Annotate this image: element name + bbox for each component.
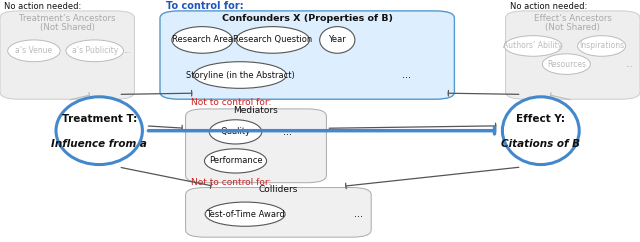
FancyBboxPatch shape [0,11,134,99]
Text: Quality: Quality [220,127,251,136]
Text: ...: ... [354,209,363,219]
Ellipse shape [172,27,233,53]
Text: Treatment’s Ancestors: Treatment’s Ancestors [19,14,115,23]
Ellipse shape [205,202,285,226]
Text: ...: ... [284,127,292,137]
FancyBboxPatch shape [186,188,371,237]
Text: Colliders: Colliders [259,185,298,194]
Ellipse shape [577,36,625,56]
Text: a’s Publicity: a’s Publicity [72,46,118,55]
Text: Resources: Resources [547,60,586,69]
Ellipse shape [543,54,591,75]
Ellipse shape [236,27,310,53]
Ellipse shape [8,40,60,62]
Text: Storyline (in the Abstract): Storyline (in the Abstract) [186,70,294,80]
Ellipse shape [66,40,124,62]
Ellipse shape [205,149,267,173]
Text: Test-of-Time Award: Test-of-Time Award [205,210,285,219]
Text: Effect’s Ancestors: Effect’s Ancestors [534,14,612,23]
Text: Research Area: Research Area [172,35,233,45]
Text: Influence from a: Influence from a [51,139,147,149]
Text: ...: ... [625,60,633,69]
Text: Citations of B: Citations of B [501,139,580,149]
Text: ...: ... [123,46,131,55]
Text: Performance: Performance [209,156,262,166]
Text: Authors’ Ability: Authors’ Ability [504,41,563,51]
Text: Research Question: Research Question [233,35,312,45]
Ellipse shape [320,27,355,53]
Text: Not to control for:: Not to control for: [191,178,271,187]
Text: a’s Venue: a’s Venue [15,46,52,55]
Text: (Not Shared): (Not Shared) [40,23,95,32]
FancyBboxPatch shape [186,109,326,183]
Ellipse shape [502,97,579,165]
Text: No action needed:: No action needed: [4,1,82,11]
Text: ...: ... [402,70,411,80]
Text: Effect Y:: Effect Y: [516,113,565,124]
FancyBboxPatch shape [506,11,640,99]
Ellipse shape [209,120,262,144]
Text: (Not Shared): (Not Shared) [545,23,600,32]
Text: Inspirations: Inspirations [579,41,624,51]
Text: Not to control for:: Not to control for: [191,98,271,107]
Ellipse shape [504,36,562,56]
Text: Confounders X (Properties of B): Confounders X (Properties of B) [221,14,393,23]
Ellipse shape [193,62,287,88]
Ellipse shape [56,97,143,165]
Text: Mediators: Mediators [234,106,278,115]
Text: Treatment T:: Treatment T: [61,113,137,124]
Text: Year: Year [328,35,346,45]
Text: No action needed:: No action needed: [510,1,588,11]
Text: To control for:: To control for: [166,1,244,11]
FancyBboxPatch shape [160,11,454,99]
